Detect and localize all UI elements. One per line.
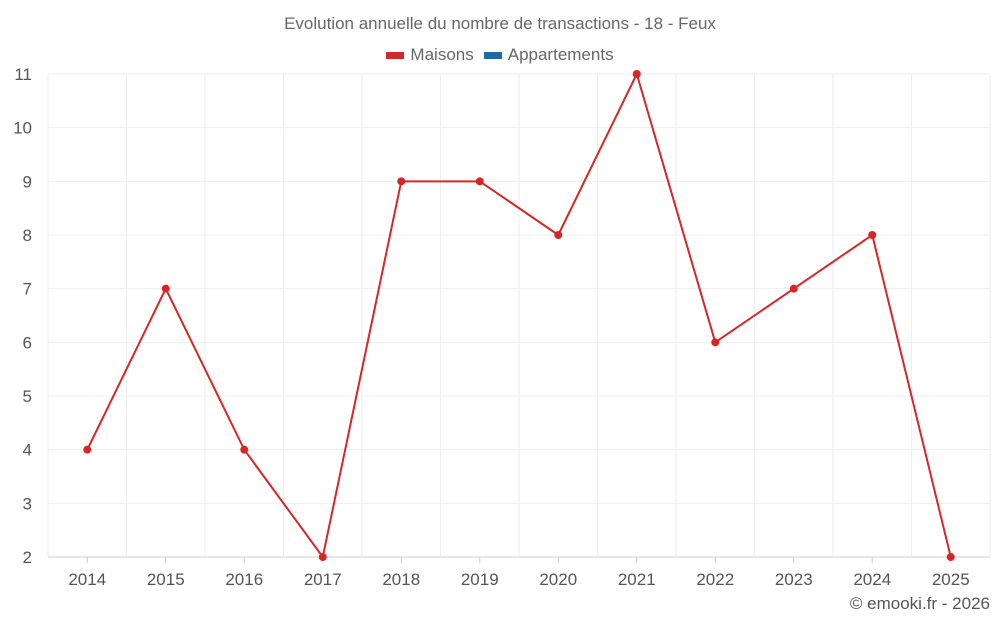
y-tick-label: 11 — [14, 65, 32, 84]
y-tick-label: 4 — [23, 441, 32, 460]
x-tick-label: 2015 — [147, 570, 185, 589]
legend-item-maisons[interactable]: Maisons — [386, 45, 474, 65]
legend-swatch-appartements — [483, 51, 502, 59]
data-point — [318, 553, 327, 561]
x-tick-label: 2022 — [696, 570, 734, 589]
data-point — [868, 231, 877, 239]
x-tick-label: 2023 — [775, 570, 813, 589]
legend: Maisons Appartements — [0, 45, 1000, 65]
x-tick-label: 2017 — [304, 570, 342, 589]
y-tick-label: 6 — [23, 333, 32, 352]
x-tick-label: 2019 — [461, 570, 499, 589]
data-point — [632, 70, 641, 78]
y-tick-label: 9 — [23, 172, 32, 191]
y-tick-label: 5 — [23, 387, 32, 406]
y-tick-label: 3 — [23, 494, 32, 513]
x-tick-label: 2024 — [853, 570, 891, 589]
chart-title: Evolution annuelle du nombre de transact… — [284, 14, 716, 33]
legend-swatch-maisons — [386, 51, 405, 59]
y-tick-label: 2 — [23, 548, 32, 567]
data-point — [554, 231, 563, 239]
series-line-maisons — [86, 71, 952, 560]
data-point — [83, 445, 92, 454]
y-tick-label: 10 — [13, 119, 32, 138]
data-point — [161, 284, 170, 293]
legend-label: Maisons — [410, 45, 474, 64]
y-tick-label: 7 — [23, 280, 32, 299]
legend-item-appartements[interactable]: Appartements — [483, 45, 614, 65]
data-point — [711, 338, 720, 347]
credit: © emooki.fr - 2026 — [849, 594, 990, 613]
x-tick-label: 2018 — [382, 570, 420, 589]
y-tick-label: 8 — [23, 226, 32, 245]
x-tick-label: 2021 — [618, 570, 656, 589]
x-tick-label: 2025 — [932, 570, 970, 589]
data-point — [240, 445, 249, 454]
data-point — [475, 177, 484, 186]
data-point — [789, 284, 798, 293]
legend-label: Appartements — [507, 45, 614, 64]
data-point — [946, 553, 955, 561]
data-point — [397, 177, 406, 186]
x-tick-label: 2014 — [68, 570, 106, 589]
x-tick-label: 2016 — [225, 570, 263, 589]
x-tick-label: 2020 — [539, 570, 577, 589]
